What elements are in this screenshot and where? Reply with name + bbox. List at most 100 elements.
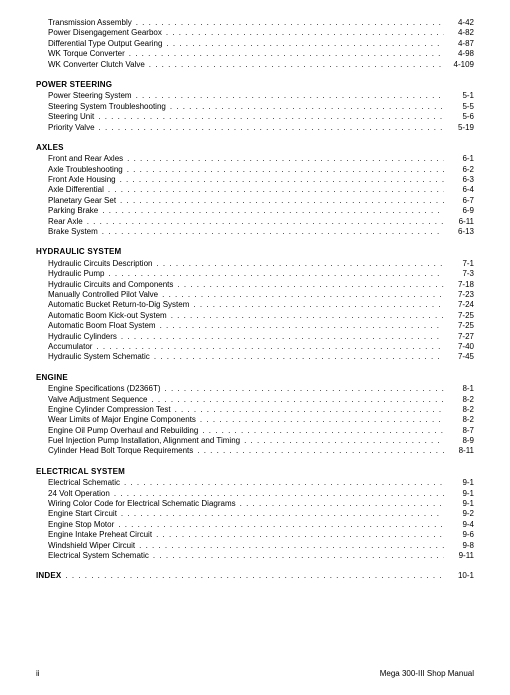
toc-entry: Power Disengagement Gearbox4-82 (36, 28, 474, 38)
toc-dots (110, 489, 444, 499)
toc-entry-label: Hydraulic Circuits Description (48, 259, 152, 269)
toc-entry-label: Front Axle Housing (48, 175, 116, 185)
toc-dots (173, 280, 444, 290)
toc-index-line: INDEX 10-1 (36, 571, 474, 582)
toc-entry-page: 9-6 (444, 530, 474, 540)
toc-entry-label: Priority Valve (48, 123, 95, 133)
toc-entry: Engine Oil Pump Overhaul and Rebuilding8… (36, 426, 474, 436)
toc-entry-label: Electrical System Schematic (48, 551, 149, 561)
toc-entry-page: 7-24 (444, 300, 474, 310)
toc-entry-page: 8-2 (444, 395, 474, 405)
toc-entry-label: Automatic Boom Float System (48, 321, 156, 331)
toc-entry-page: 7-3 (444, 269, 474, 279)
toc-dots (166, 102, 444, 112)
toc-entry-page: 5-5 (444, 102, 474, 112)
toc-dots (116, 196, 444, 206)
toc-entry-page: 9-11 (444, 551, 474, 561)
toc-entry: Power Steering System 5-1 (36, 91, 474, 101)
toc-dots (104, 185, 444, 195)
toc-entry: Manually Controlled Pilot Valve 7-23 (36, 290, 474, 300)
toc-entry: Engine Intake Preheat Circuit 9-6 (36, 530, 474, 540)
toc-dots (167, 311, 444, 321)
toc-entry-label: Planetary Gear Set (48, 196, 116, 206)
toc-entry-page: 4-98 (444, 49, 474, 59)
toc-entry-label: Manually Controlled Pilot Valve (48, 290, 158, 300)
toc-entry: Engine Start Circuit 9-2 (36, 509, 474, 519)
toc-entry-page: 6-4 (444, 185, 474, 195)
toc-entry-page: 6-11 (444, 217, 474, 227)
toc-entry-page: 4-82 (444, 28, 474, 38)
toc-dots (156, 321, 444, 331)
toc-dots (123, 154, 444, 164)
toc-entry-label: Electrical Schematic (48, 478, 120, 488)
toc-entry: Front and Rear Axles 6-1 (36, 154, 474, 164)
toc-entry-page: 8-1 (444, 384, 474, 394)
toc-entry-label: Automatic Bucket Return-to-Dig System (48, 300, 189, 310)
toc-dots (162, 28, 444, 38)
toc-dots (145, 60, 444, 70)
toc-entry-label: Fuel Injection Pump Installation, Alignm… (48, 436, 240, 446)
toc-entry: Engine Stop Motor9-4 (36, 520, 474, 530)
toc-entry-page: 9-2 (444, 509, 474, 519)
toc-entry-label: Steering System Troubleshooting (48, 102, 166, 112)
toc-entry-page: 7-23 (444, 290, 474, 300)
toc-dots (95, 123, 444, 133)
toc-entry: Brake System6-13 (36, 227, 474, 237)
toc-entry-page: 5-19 (444, 123, 474, 133)
toc-section-title: ENGINE (36, 373, 474, 383)
toc-dots (132, 91, 444, 101)
toc-entry-label: Engine Specifications (D2366T) (48, 384, 161, 394)
toc-entry: Transmission Assembly4-42 (36, 18, 474, 28)
toc-entry-label: Engine Intake Preheat Circuit (48, 530, 152, 540)
toc-dots (162, 39, 444, 49)
toc-entry: Wiring Color Code for Electrical Schemat… (36, 499, 474, 509)
toc-entry-page: 9-1 (444, 499, 474, 509)
toc-entry-page: 6-13 (444, 227, 474, 237)
toc-entry-label: Hydraulic Pump (48, 269, 104, 279)
toc-dots (123, 165, 444, 175)
toc-entry-page: 8-2 (444, 405, 474, 415)
toc-entry-label: Engine Start Circuit (48, 509, 117, 519)
footer-right: Mega 300-III Shop Manual (380, 669, 474, 679)
toc-entry-label: Power Steering System (48, 91, 132, 101)
toc-dots (104, 269, 444, 279)
toc-entry-page: 4-109 (444, 60, 474, 70)
toc-entry: Front Axle Housing6-3 (36, 175, 474, 185)
toc-entry-label: Wear Limits of Major Engine Components (48, 415, 196, 425)
toc-dots (147, 395, 444, 405)
toc-entry-page: 7-40 (444, 342, 474, 352)
toc-entry: Valve Adjustment Sequence8-2 (36, 395, 474, 405)
toc-entry: Engine Cylinder Compression Test8-2 (36, 405, 474, 415)
toc-entry: Parking Brake6-9 (36, 206, 474, 216)
toc-entry-page: 4-42 (444, 18, 474, 28)
toc-entry-label: Hydraulic Circuits and Components (48, 280, 173, 290)
toc-section: HYDRAULIC SYSTEMHydraulic Circuits Descr… (36, 247, 474, 362)
toc-entry-label: Hydraulic System Schematic (48, 352, 150, 362)
toc-dots (61, 571, 444, 581)
toc-section: ELECTRICAL SYSTEMElectrical Schematic9-1… (36, 467, 474, 562)
toc-dots (149, 551, 444, 561)
toc-section: AXLESFront and Rear Axles6-1Axle Trouble… (36, 143, 474, 238)
toc-entry-label: WK Converter Clutch Valve (48, 60, 145, 70)
toc-section: POWER STEERINGPower Steering System5-1St… (36, 80, 474, 133)
toc-entry: Steering System Troubleshooting 5-5 (36, 102, 474, 112)
toc-dots (125, 49, 444, 59)
toc-entry-page: 9-8 (444, 541, 474, 551)
toc-entry-label: Hydraulic Cylinders (48, 332, 117, 342)
toc-entry: Cylinder Head Bolt Torque Requirements8-… (36, 446, 474, 456)
toc-entry: WK Torque Converter4-98 (36, 49, 474, 59)
toc-entry-label: Front and Rear Axles (48, 154, 123, 164)
toc-entry: Hydraulic Circuits Description7-1 (36, 259, 474, 269)
toc-dots (116, 175, 444, 185)
toc-entry-page: 6-2 (444, 165, 474, 175)
toc-entry-page: 9-4 (444, 520, 474, 530)
toc-dots (152, 259, 444, 269)
toc-entry: 24 Volt Operation9-1 (36, 489, 474, 499)
toc-entry-page: 9-1 (444, 489, 474, 499)
toc-entry-page: 5-1 (444, 91, 474, 101)
toc-dots (98, 206, 444, 216)
toc-entry-label: Engine Oil Pump Overhaul and Rebuilding (48, 426, 198, 436)
toc-dots (92, 342, 444, 352)
toc-entry-page: 6-1 (444, 154, 474, 164)
toc-entry-page: 8-11 (444, 446, 474, 456)
